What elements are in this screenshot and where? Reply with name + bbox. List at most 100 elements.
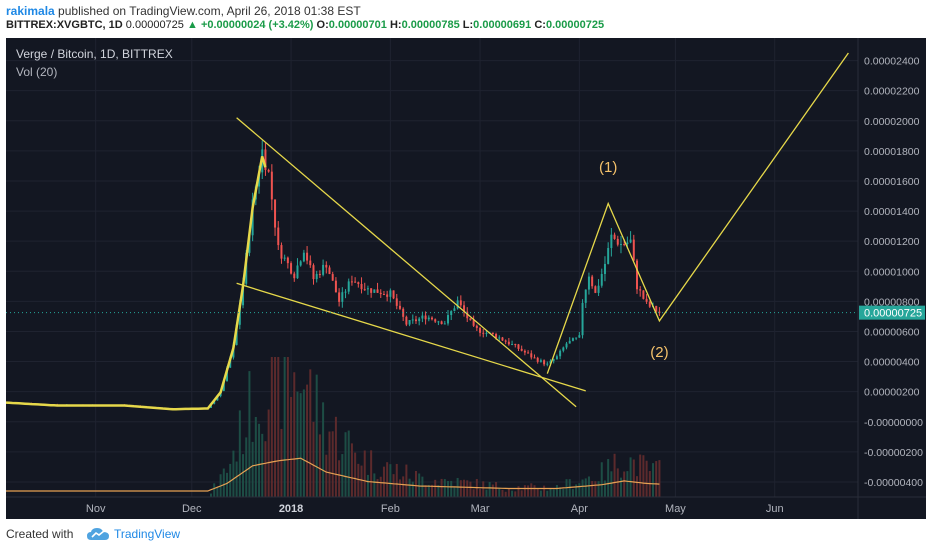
- candle-body: [600, 273, 603, 286]
- volume-bar: [283, 357, 286, 497]
- volume-bar: [491, 484, 494, 497]
- volume-bar: [427, 484, 430, 497]
- volume-bar: [600, 462, 603, 497]
- volume-bar: [584, 478, 587, 497]
- candle-body: [328, 267, 331, 275]
- wave-labels: (1) (2) (3): [599, 38, 848, 361]
- volume-bar: [479, 488, 482, 497]
- candle-body: [626, 242, 629, 245]
- y-tick-label: 0.00000400: [864, 357, 920, 369]
- candle-body: [238, 305, 241, 325]
- candle-body: [616, 238, 619, 245]
- candle-body: [655, 305, 658, 312]
- candle-body: [555, 356, 558, 360]
- candle-body: [517, 344, 520, 349]
- candle-body: [277, 227, 280, 246]
- price-axis[interactable]: [858, 38, 926, 519]
- volume-bar: [395, 463, 398, 497]
- candle-body: [543, 360, 546, 365]
- wedge-upper-line[interactable]: [236, 117, 577, 408]
- last-price-label: 0.00000725: [864, 308, 922, 320]
- wave-label: (3): [830, 38, 848, 39]
- candle-body: [594, 286, 597, 293]
- volume-bar: [658, 460, 661, 497]
- volume-bar: [581, 479, 584, 497]
- volume-bar: [555, 484, 558, 497]
- tradingview-cloud-icon: [86, 526, 110, 545]
- candle-body: [619, 244, 622, 246]
- candle-body: [450, 311, 453, 316]
- candle-body: [290, 263, 293, 274]
- y-tick-label: -0.00000000: [864, 417, 923, 429]
- price-chart[interactable]: (1) (2) (3) 0.00002400 0.00002200 0.00002000…: [6, 38, 926, 519]
- volume-bar: [398, 479, 401, 497]
- price-axis-ticks: 0.00002400 0.00002200 0.00002000 0.00001800…: [864, 56, 923, 489]
- candle-body: [299, 261, 302, 266]
- volume-bar: [322, 402, 325, 497]
- symbol-label: BITTREX:XVGBTC, 1D: [6, 19, 123, 31]
- volume-bar: [635, 476, 638, 497]
- candle-body: [469, 318, 472, 321]
- volume-bar: [549, 488, 552, 497]
- close-label: C:: [534, 19, 546, 31]
- volume-bar: [338, 460, 341, 497]
- volume-bar: [482, 481, 485, 497]
- volume-ma-line: [6, 457, 660, 492]
- elliott-wave-path[interactable]: [546, 52, 849, 374]
- candle-body: [354, 281, 357, 283]
- candle-body: [341, 292, 344, 302]
- volume-bar: [309, 369, 312, 497]
- volume-bar: [629, 457, 632, 497]
- footer: Created with TradingView: [6, 524, 926, 546]
- created-with-text: Created with: [6, 527, 74, 541]
- tradingview-brand[interactable]: TradingView: [114, 527, 181, 541]
- volume-bar: [248, 371, 251, 497]
- candle-body: [350, 281, 353, 283]
- volume-bar: [344, 432, 347, 497]
- candle-body: [485, 332, 488, 334]
- candle-body: [507, 341, 510, 345]
- y-tick-label: 0.00002000: [864, 116, 920, 128]
- candle-body: [357, 282, 360, 284]
- volume-bar: [209, 493, 212, 497]
- candle-body: [613, 234, 616, 239]
- last-price: 0.00000725: [125, 19, 184, 31]
- volume-bar: [453, 487, 456, 497]
- candle-body: [373, 289, 376, 293]
- candle-body: [575, 337, 578, 339]
- volume-bar: [267, 409, 270, 497]
- candle-body: [312, 265, 315, 280]
- volume-bar: [639, 454, 642, 497]
- volume-bars: [209, 357, 661, 497]
- volume-bar: [245, 437, 248, 497]
- candle-body: [347, 281, 350, 292]
- candle-body: [648, 301, 651, 307]
- candle-body: [536, 357, 539, 362]
- volume-bar: [571, 489, 574, 497]
- candle-body: [456, 300, 459, 309]
- candle-body: [344, 291, 347, 293]
- volume-bar: [392, 474, 395, 497]
- low-label: L:: [462, 19, 474, 31]
- candle-body: [318, 274, 321, 276]
- volume-bar: [587, 476, 590, 497]
- chart-panel[interactable]: (1) (2) (3) 0.00002400 0.00002200 0.00002000…: [6, 38, 926, 519]
- candle-body: [527, 352, 530, 354]
- time-axis[interactable]: [6, 497, 926, 519]
- volume-bar: [331, 431, 334, 497]
- open-label: O:: [316, 19, 329, 31]
- trend-trace-line[interactable]: [6, 155, 267, 411]
- volume-bar: [270, 357, 273, 497]
- author-name[interactable]: rakimala: [6, 4, 55, 18]
- wedge-lower-line[interactable]: [236, 282, 586, 392]
- x-tick-label: Nov: [86, 503, 106, 515]
- volume-bar: [642, 455, 645, 497]
- volume-bar: [290, 396, 293, 497]
- candle-body: [283, 257, 286, 259]
- volume-bar: [363, 450, 366, 497]
- wave-label: (2): [650, 344, 668, 361]
- time-axis-ticks: Nov Dec 2018 Feb Mar Apr May Jun: [86, 503, 784, 515]
- candle-body: [405, 316, 408, 325]
- publish-info: published on TradingView.com, April 26, …: [58, 4, 361, 18]
- candle-body: [427, 317, 430, 320]
